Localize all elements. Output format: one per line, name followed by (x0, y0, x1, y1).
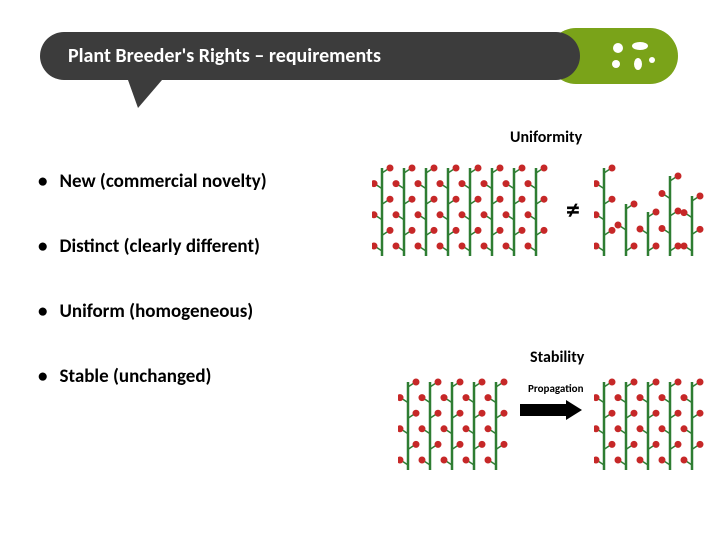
callout-tail-icon (128, 80, 162, 108)
stability-before-plants-icon (398, 374, 518, 474)
list-item: Uniform (homogeneous) (38, 300, 267, 323)
bullet-text: Distinct (clearly different) (59, 235, 260, 258)
logo-dots-icon (604, 38, 660, 74)
bullet-text: New (commercial novelty) (59, 170, 266, 193)
propagation-arrow-icon (520, 400, 582, 420)
propagation-label: Propagation (528, 382, 584, 395)
stability-after-plants-icon (594, 374, 714, 474)
uniformity-uniform-plants-icon (372, 160, 556, 260)
page-title: Plant Breeder's Rights – requirements (40, 32, 580, 80)
bullet-text: Stable (unchanged) (59, 365, 211, 388)
bullet-text: Uniform (homogeneous) (59, 300, 253, 323)
list-item: Stable (unchanged) (38, 365, 267, 388)
header: Plant Breeder's Rights – requirements (40, 28, 620, 84)
not-equal-icon: ≠ (566, 192, 580, 227)
bullet-list: New (commercial novelty) Distinct (clear… (38, 170, 267, 430)
list-item: Distinct (clearly different) (38, 235, 267, 258)
uniformity-label: Uniformity (510, 128, 582, 147)
uniformity-nonuniform-plants-icon (594, 160, 714, 260)
list-item: New (commercial novelty) (38, 170, 267, 193)
stability-label: Stability (530, 348, 584, 367)
